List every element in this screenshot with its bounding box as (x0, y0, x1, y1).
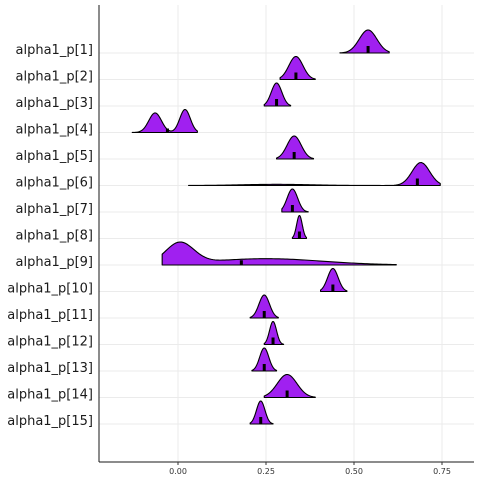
density-ridge-7 (282, 189, 308, 212)
median-marker-13 (263, 364, 266, 371)
x-ticks: 0.00 0.25 0.50 0.75 (169, 462, 451, 476)
median-marker-3 (275, 99, 278, 106)
y-tick-label-3: alpha1_p[3] (16, 96, 93, 111)
median-marker-10 (331, 285, 334, 292)
density-ridge-4 (132, 110, 197, 133)
density-ridge-2 (280, 57, 315, 80)
median-marker-14 (286, 391, 289, 398)
y-tick-labels: alpha1_p[1] alpha1_p[2] alpha1_p[3] alpha1_… (7, 43, 93, 429)
y-tick-label-13: alpha1_p[13] (7, 361, 93, 376)
x-tick-label-0: 0.00 (169, 467, 187, 476)
median-marker-5 (293, 152, 296, 159)
median-marker-7 (291, 205, 294, 212)
median-marker-2 (294, 73, 297, 80)
y-tick-label-1: alpha1_p[1] (16, 43, 93, 58)
x-tick-label-2: 0.50 (345, 467, 363, 476)
y-tick-label-11: alpha1_p[11] (7, 308, 93, 323)
density-ridge-6 (189, 163, 441, 186)
median-marker-15 (259, 417, 262, 424)
density-ridge-14 (264, 375, 315, 398)
x-tick-label-1: 0.25 (257, 467, 275, 476)
y-tick-label-8: alpha1_p[8] (16, 229, 93, 244)
y-tick-label-9: alpha1_p[9] (16, 255, 93, 270)
y-tick-label-6: alpha1_p[6] (16, 176, 93, 191)
density-ridge-1 (340, 30, 389, 53)
median-marker-12 (272, 338, 275, 345)
y-tick-label-12: alpha1_p[12] (7, 335, 93, 350)
y-tick-label-2: alpha1_p[2] (16, 70, 93, 85)
x-tick-label-3: 0.75 (433, 467, 451, 476)
median-marker-9 (240, 260, 243, 265)
y-tick-label-7: alpha1_p[7] (16, 202, 93, 217)
y-tick-label-15: alpha1_p[15] (7, 414, 93, 429)
y-tick-label-14: alpha1_p[14] (7, 388, 93, 403)
density-ridge-9 (162, 242, 396, 265)
median-marker-6 (416, 179, 419, 186)
y-tick-label-5: alpha1_p[5] (16, 149, 93, 164)
median-marker-4 (166, 129, 169, 133)
y-tick-label-10: alpha1_p[10] (7, 282, 93, 297)
median-marker-11 (263, 311, 266, 318)
median-marker-1 (367, 46, 370, 53)
y-tick-label-4: alpha1_p[4] (16, 123, 93, 138)
median-marker-8 (298, 232, 301, 239)
